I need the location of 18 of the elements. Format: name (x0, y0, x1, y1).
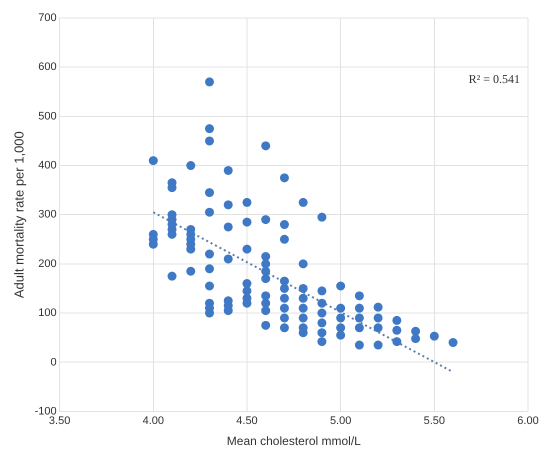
x-tick-label: 3.50 (48, 415, 70, 428)
x-tick-label: 6.00 (517, 415, 539, 428)
x-tick-label: 4.50 (236, 415, 258, 428)
y-tick-label: 400 (38, 160, 57, 172)
y-tick-label: 100 (38, 307, 57, 320)
x-tick-label: 5.50 (424, 415, 446, 428)
y-tick-label: 500 (38, 110, 57, 122)
y-axis-title: Adult mortality rate per 1,000 (11, 131, 26, 298)
y-tick-label: 0 (50, 356, 57, 368)
x-tick-label: 4.00 (142, 415, 164, 428)
x-axis-title: Mean cholesterol mmol/L (226, 434, 362, 448)
y-tick-label: 600 (38, 61, 57, 74)
x-tick-label: 5.00 (330, 415, 352, 428)
y-tick-label: 200 (38, 258, 57, 270)
y-tick-label: 300 (38, 208, 57, 221)
annotation: R² = 0.541 (468, 72, 520, 86)
y-tick-label: 700 (38, 12, 57, 24)
y-tick-label: -100 (34, 405, 57, 418)
